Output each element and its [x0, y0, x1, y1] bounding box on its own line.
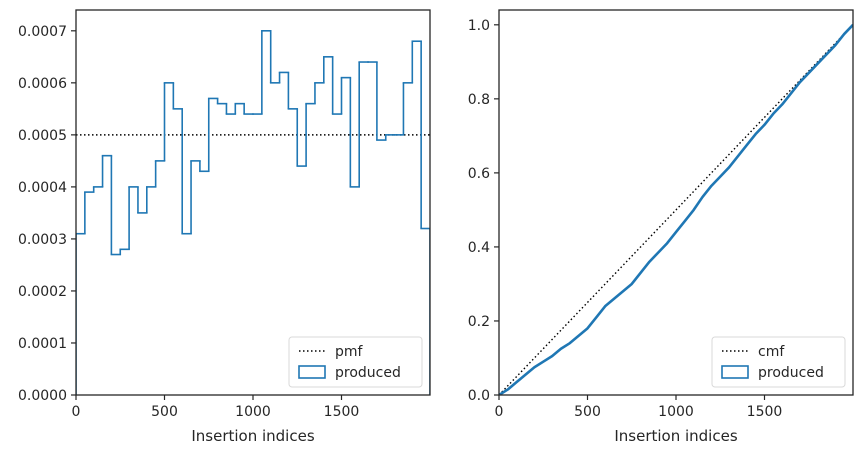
y-tick-label: 0.0006	[18, 76, 67, 92]
produced-cmf-point	[533, 366, 536, 369]
produced-cmf-point	[648, 260, 651, 263]
legend-box	[711, 336, 846, 388]
plot-area	[499, 23, 853, 395]
produced-cmf-point	[542, 360, 545, 363]
y-tick-label: 0.0007	[18, 24, 67, 40]
x-tick-label: 1500	[747, 404, 783, 420]
x-tick-label: 0	[72, 404, 81, 420]
produced-cmf-point	[799, 81, 801, 83]
cmf-reference-line	[499, 24, 853, 395]
y-tick-label: 0.2	[468, 314, 490, 330]
y-tick-label: 0.8	[468, 92, 490, 108]
axes-frame	[498, 9, 854, 396]
produced-cmf-point	[772, 112, 775, 115]
left-chart-panel: 0.0000 0.0001 0.0002 0.0003 0.0004 0.0005 0.00…	[18, 9, 431, 445]
y-tick-label: 0.0001	[18, 336, 67, 352]
produced-cmf-point	[613, 297, 615, 300]
legend-swatch-produced	[298, 365, 326, 379]
produced-cmf-point	[622, 290, 624, 293]
plot-area	[76, 30, 430, 395]
produced-cmf-point	[816, 62, 819, 65]
y-tick-label: 0.4	[468, 240, 490, 256]
y-tick-label: 0.0002	[18, 284, 67, 300]
legend-box	[288, 336, 423, 388]
produced-cmf-point	[710, 185, 713, 187]
y-tick-label: 0.0005	[18, 128, 67, 144]
produced-cmf-point	[746, 144, 748, 146]
y-tick-label: 0.0004	[18, 180, 67, 196]
x-tick-label: 1000	[658, 404, 694, 420]
axes-frame	[75, 9, 431, 396]
x-tick-label: 1000	[235, 404, 271, 420]
produced-cmf-point	[807, 72, 810, 74]
produced-cmf-point	[843, 33, 845, 35]
produced-cmf-point	[701, 196, 704, 198]
x-tick-label: 0	[495, 404, 504, 420]
produced-cmf-point	[728, 166, 730, 169]
y-tick-label: 0.6	[468, 166, 490, 182]
produced-cmf-point	[630, 283, 633, 285]
y-tick-label: 0.0	[468, 388, 490, 404]
produced-cmf-point	[569, 342, 571, 344]
produced-cmf-point	[781, 103, 783, 106]
legend-label-reference: cmf	[758, 344, 785, 360]
produced-cmf-point	[763, 123, 766, 126]
x-tick-label: 500	[574, 404, 601, 420]
produced-cmf-point	[684, 220, 686, 222]
x-axis-label: Insertion indices	[614, 427, 737, 445]
x-axis-label: Insertion indices	[191, 427, 314, 445]
produced-cmf-point	[515, 381, 518, 383]
produced-cmf-point	[675, 231, 677, 233]
produced-cmf-point	[586, 327, 589, 330]
produced-cmf-point	[790, 92, 792, 95]
produced-cmf-point	[666, 242, 668, 245]
produced-cmf-point	[524, 373, 527, 376]
produced-cmf-point	[825, 53, 828, 56]
produced-cmf-point	[560, 347, 562, 350]
y-tick-label: 0.0000	[18, 388, 67, 404]
produced-cmf-point	[639, 272, 642, 274]
x-tick-label: 500	[151, 404, 178, 420]
produced-cmf-point	[719, 175, 722, 178]
produced-cmf-point	[657, 251, 660, 254]
produced-cmf-point	[507, 388, 509, 391]
legend-label-reference: pmf	[335, 344, 364, 360]
y-tick-label: 1.0	[468, 18, 490, 34]
legend-swatch-produced	[721, 365, 749, 379]
produced-cmf-point	[595, 316, 598, 319]
produced-cmf-point	[834, 44, 837, 46]
produced-cmf-point	[604, 305, 606, 307]
legend-label-produced: produced	[758, 365, 824, 381]
produced-cmf-point	[692, 209, 695, 211]
produced-cmf-point	[737, 155, 739, 158]
produced-cmf-point	[754, 133, 757, 135]
right-chart-panel: 0.0 0.2 0.4 0.6 0.8 1.0 0 500 1000 1500 Insertion …	[468, 9, 854, 445]
y-tick-label: 0.0003	[18, 232, 67, 248]
x-tick-label: 1500	[324, 404, 360, 420]
legend-label-produced: produced	[335, 365, 401, 381]
produced-cmf-point	[551, 355, 553, 357]
produced-cmf-point	[577, 334, 580, 337]
